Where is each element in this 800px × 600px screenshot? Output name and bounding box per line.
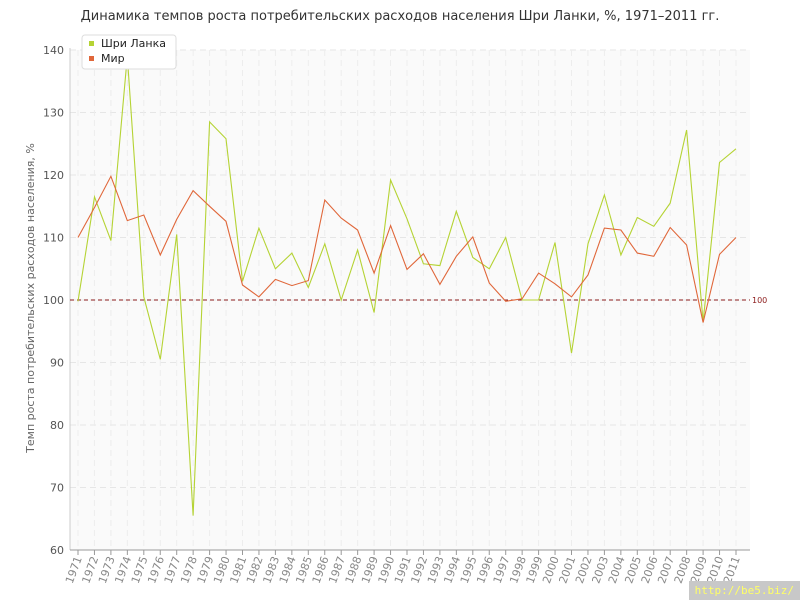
y-tick-label: 70 bbox=[50, 482, 64, 495]
y-axis-label: Темп роста потребительских расходов насе… bbox=[24, 143, 37, 454]
y-tick-label: 130 bbox=[43, 107, 64, 120]
y-tick-label: 100 bbox=[43, 294, 64, 307]
y-tick-label: 80 bbox=[50, 419, 64, 432]
legend-swatch bbox=[89, 56, 94, 61]
series-lines bbox=[77, 56, 737, 516]
chart-title: Динамика темпов роста потребительских ра… bbox=[80, 9, 720, 24]
reference-line: 100 bbox=[70, 296, 767, 305]
y-tick-label: 60 bbox=[50, 544, 64, 557]
watermark-link[interactable]: http://be5.biz/ bbox=[688, 581, 800, 600]
y-tick-label: 120 bbox=[43, 169, 64, 182]
y-axis-ticks: 60 70 80 90 100 110 120 130 140 bbox=[43, 44, 64, 557]
legend-box bbox=[81, 34, 177, 70]
series-line-sri-lanka bbox=[77, 56, 737, 516]
y-tick-label: 110 bbox=[43, 232, 64, 245]
legend-swatch bbox=[89, 41, 94, 46]
legend[interactable]: Шри Ланка Мир bbox=[81, 34, 177, 70]
legend-entry: Мир bbox=[101, 52, 125, 65]
series-line-world bbox=[77, 174, 737, 323]
y-tick-label: 90 bbox=[50, 357, 64, 370]
legend-entry: Шри Ланка bbox=[101, 37, 166, 50]
y-tick-label: 140 bbox=[43, 44, 64, 57]
x-axis-ticks: 1971197219731974197519761977197819791980… bbox=[63, 550, 743, 585]
reference-line-label: 100 bbox=[752, 296, 767, 305]
